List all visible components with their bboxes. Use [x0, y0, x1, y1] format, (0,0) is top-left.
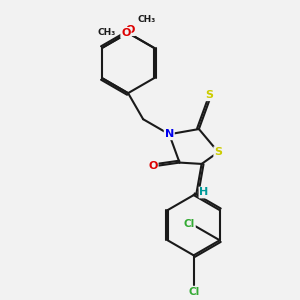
- Text: N: N: [165, 129, 174, 139]
- Text: O: O: [121, 28, 130, 38]
- Text: O: O: [126, 25, 135, 35]
- Text: CH₃: CH₃: [98, 28, 116, 38]
- Text: S: S: [205, 90, 213, 100]
- Text: H: H: [200, 188, 209, 197]
- Text: Cl: Cl: [188, 287, 199, 297]
- Text: O: O: [148, 160, 158, 171]
- Text: S: S: [214, 147, 222, 157]
- Text: Cl: Cl: [184, 219, 195, 229]
- Text: CH₃: CH₃: [138, 15, 156, 24]
